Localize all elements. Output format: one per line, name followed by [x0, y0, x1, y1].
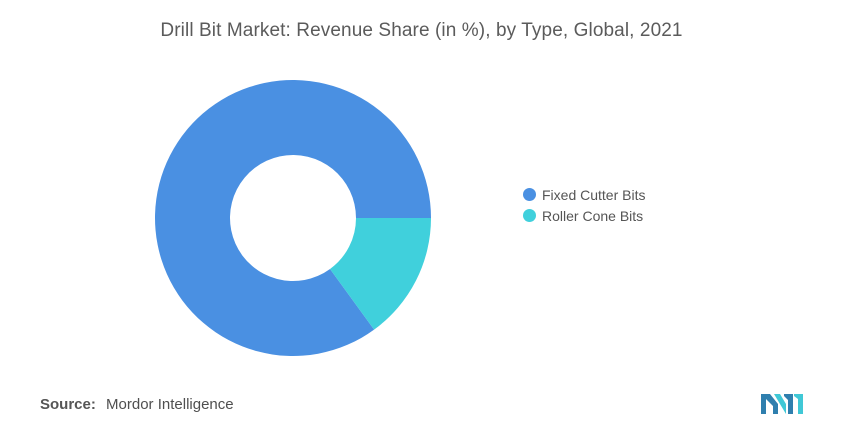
source-note: Source: Mordor Intelligence — [40, 396, 234, 413]
source-label: Source: — [40, 396, 96, 413]
chart-title: Drill Bit Market: Revenue Share (in %), … — [160, 20, 683, 41]
legend-item-roller-cone-bits: Roller Cone Bits — [523, 205, 645, 226]
slice-fixed-cutter-bits — [155, 79, 431, 356]
legend-label: Roller Cone Bits — [542, 207, 644, 224]
chart-legend: Fixed Cutter Bits Roller Cone Bits — [523, 184, 645, 226]
legend-item-fixed-cutter-bits: Fixed Cutter Bits — [523, 184, 645, 205]
legend-swatch — [523, 188, 536, 201]
source-value: Mordor Intelligence — [106, 396, 234, 413]
mordor-intelligence-logo-icon — [761, 394, 803, 414]
legend-swatch — [523, 209, 536, 222]
slice-roller-cone-bits — [330, 218, 431, 330]
legend-label: Fixed Cutter Bits — [542, 186, 646, 203]
